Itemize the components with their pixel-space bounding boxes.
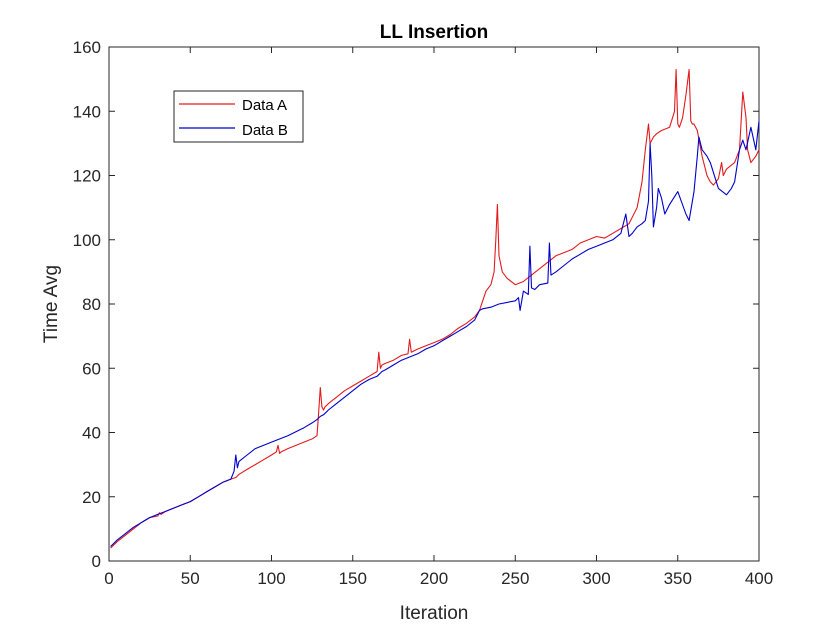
y-tick-label: 120 bbox=[73, 167, 101, 186]
y-axis-label: Time Avg bbox=[41, 265, 62, 343]
x-tick-label: 50 bbox=[181, 569, 200, 588]
y-tick-label: 140 bbox=[73, 102, 101, 121]
x-tick-label: 400 bbox=[745, 569, 773, 588]
y-tick-label: 20 bbox=[82, 488, 101, 507]
legend-box bbox=[173, 90, 304, 143]
legend: Data A Data B bbox=[173, 90, 304, 143]
series-line-data-a bbox=[110, 68, 760, 549]
x-tick-labels: 0 50 100 150 200 250 300 350 400 bbox=[104, 569, 773, 588]
y-tick-label: 100 bbox=[73, 231, 101, 250]
x-tick-label: 0 bbox=[104, 569, 113, 588]
axes-layer bbox=[108, 46, 760, 562]
x-tick-label: 300 bbox=[582, 569, 610, 588]
y-tick-label: 60 bbox=[82, 359, 101, 378]
x-tick-label: 150 bbox=[339, 569, 367, 588]
y-tick-label: 80 bbox=[82, 295, 101, 314]
x-tick-label: 250 bbox=[501, 569, 529, 588]
series-line-data-b bbox=[110, 120, 760, 547]
x-tick-label: 200 bbox=[420, 569, 448, 588]
chart-title: LL Insertion bbox=[380, 22, 488, 43]
legend-label-data-a: Data A bbox=[242, 97, 287, 114]
y-tick-label: 40 bbox=[82, 424, 101, 443]
y-tick-label: 0 bbox=[92, 552, 101, 571]
legend-label-data-b: Data B bbox=[242, 122, 288, 139]
x-tick-label: 100 bbox=[257, 569, 285, 588]
y-tick-label: 160 bbox=[73, 38, 101, 57]
x-axis-label: Iteration bbox=[400, 603, 469, 624]
y-tick-labels: 0 20 40 60 80 100 120 140 160 bbox=[73, 38, 101, 571]
series-layer bbox=[110, 68, 760, 549]
x-tick-label: 350 bbox=[664, 569, 692, 588]
